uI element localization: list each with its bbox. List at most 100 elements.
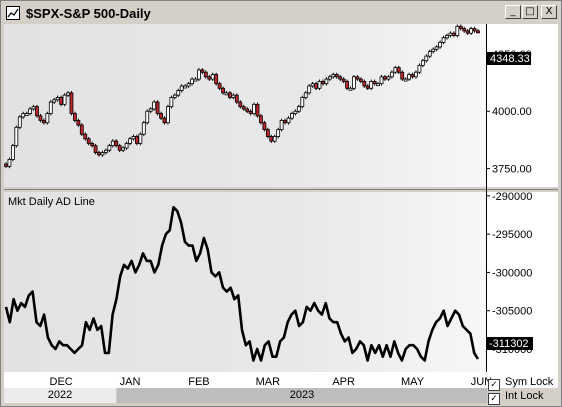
candle-body [90, 142, 95, 147]
candle-body [241, 106, 246, 110]
maximize-button[interactable]: □ [522, 5, 538, 19]
int-lock-label: Int Lock [505, 390, 544, 402]
month-label: MAR [256, 376, 281, 388]
close-button[interactable]: X [541, 5, 557, 19]
candle-body [14, 126, 19, 147]
candle-body [176, 90, 181, 96]
candle-body [207, 76, 212, 80]
candle-body [410, 74, 415, 78]
candle-body [369, 80, 374, 89]
candle-body [110, 140, 115, 147]
ad-line-series [4, 206, 480, 362]
candle-body [386, 76, 391, 80]
candle-body [73, 113, 77, 121]
candle-body [179, 85, 184, 91]
candle-body [276, 129, 281, 137]
candle-body [376, 83, 380, 87]
title-bar[interactable]: $SPX-S&P 500-Daily [2, 2, 560, 24]
candle-body [86, 138, 91, 144]
candle-body [121, 147, 126, 151]
candle-body [424, 55, 429, 62]
candle-body [21, 113, 26, 118]
candle-body [476, 30, 480, 34]
candle-body [7, 159, 12, 167]
candle-body [414, 71, 418, 78]
year-2022-label: 2022 [4, 388, 116, 403]
candle-body [104, 149, 108, 153]
candle-body [438, 41, 443, 48]
candle-body [272, 136, 277, 142]
candle-body [317, 80, 322, 89]
candle-body [135, 136, 139, 144]
candle-body [155, 101, 160, 114]
candle-body [203, 71, 208, 78]
candle-body [128, 138, 132, 144]
candle-body [83, 133, 88, 140]
candle-body [148, 108, 153, 112]
candle-body [445, 35, 449, 39]
candle-body [169, 97, 174, 108]
sym-lock-checkbox[interactable]: ✓ Sym Lock [488, 376, 553, 391]
sym-lock-label: Sym Lock [505, 376, 554, 388]
candle-body [197, 69, 201, 80]
candle-body [138, 133, 143, 144]
candle-body [383, 76, 387, 80]
candle-body [451, 32, 456, 36]
minimize-button[interactable]: _ [505, 5, 521, 19]
candle-body [431, 48, 436, 52]
candle-body [262, 122, 267, 131]
candle-body [469, 28, 474, 34]
candle-body [417, 64, 422, 73]
candle-body [255, 103, 260, 117]
candle-body [379, 76, 384, 85]
candle-body [97, 152, 101, 156]
candle-body [79, 124, 84, 135]
candle-body [300, 97, 305, 108]
candle-body [93, 145, 98, 153]
candle-body [248, 110, 253, 114]
check-icon: ✓ [488, 393, 500, 405]
ad-last-marker: -311302 [487, 337, 533, 350]
candle-body [403, 78, 408, 82]
candle-body [172, 94, 177, 98]
x-axis-months: DEC JAN FEB MAR APR MAY JUN [50, 376, 493, 388]
candle-body [293, 110, 298, 114]
candle-body [238, 101, 243, 108]
candle-body [396, 67, 401, 73]
candle-body [59, 97, 64, 105]
candle-body [100, 152, 105, 156]
price-last-marker: 4348.33 [487, 52, 531, 65]
candle-body [17, 116, 22, 128]
month-label: APR [332, 376, 355, 388]
month-label: JAN [120, 376, 141, 388]
year-2023-label: 2023 [117, 388, 487, 403]
candle-body [338, 76, 343, 80]
candle-body [107, 145, 112, 151]
candle-body [400, 71, 405, 80]
candle-body [159, 113, 163, 119]
candle-body [31, 106, 36, 110]
candle-body [434, 46, 439, 50]
candle-body [35, 106, 39, 117]
candle-body [210, 74, 215, 80]
x-axis-background [4, 372, 558, 388]
candle-body [465, 30, 470, 34]
candle-body [152, 101, 157, 110]
candle-body [245, 108, 250, 112]
candle-body [166, 106, 170, 124]
candle-body [228, 92, 232, 98]
candle-body [331, 74, 336, 78]
ad-last-label: -311302 [489, 338, 529, 350]
candle-body [183, 85, 188, 89]
ad-tick-label: -300000 [492, 267, 532, 279]
candle-body [327, 76, 332, 80]
candle-body [427, 51, 432, 57]
int-lock-checkbox[interactable]: ✓ Int Lock [488, 390, 544, 405]
candle-body [200, 69, 205, 73]
candle-body [372, 80, 377, 85]
month-label: JUN [471, 376, 492, 388]
ad-tick-label: -295000 [492, 229, 532, 241]
candle-body [407, 74, 411, 80]
candle-body [10, 145, 15, 160]
candle-body [283, 120, 287, 124]
